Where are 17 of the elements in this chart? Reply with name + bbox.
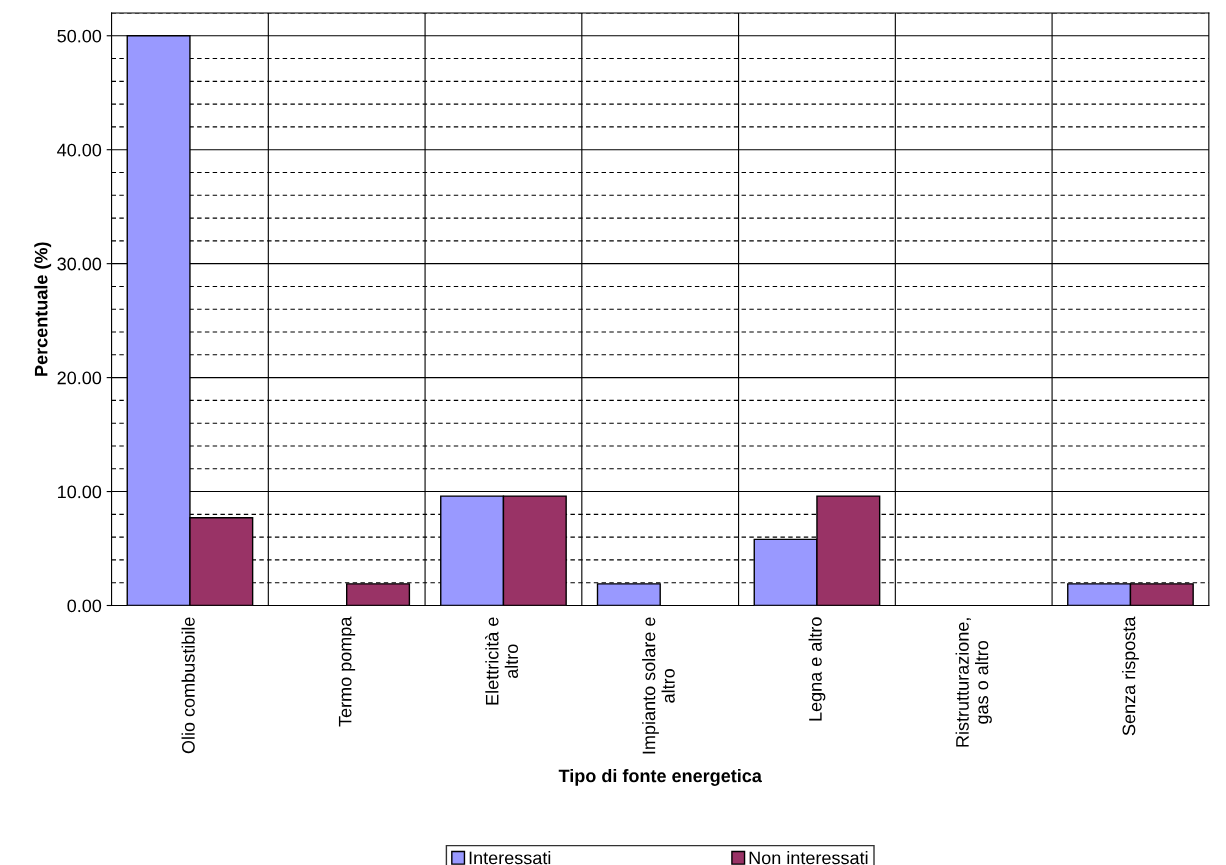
y-tick-label: 30.00 <box>57 257 102 271</box>
x-tick-label: Olio combustibile <box>181 617 195 754</box>
y-tick-label: 0.00 <box>67 599 102 613</box>
x-tick-label: Elettricità e altro <box>485 617 519 705</box>
y-axis-title: Percentuale (%) <box>34 242 52 376</box>
y-tick-label: 40.00 <box>57 143 102 157</box>
y-tick-label: 20.00 <box>57 371 102 385</box>
x-tick-label: Termo pompa <box>338 616 356 727</box>
x-tick-label: Impianto solare e altro <box>642 617 675 754</box>
x-axis-title: Tipo di fonte energetica <box>558 768 762 786</box>
x-tick-label: Senza risposta <box>1122 616 1139 736</box>
legend-label: Non interessati <box>749 851 868 865</box>
x-tick-label: Legna e altro <box>808 617 826 721</box>
y-tick-label: 10.00 <box>58 485 102 499</box>
legend-label: Interessati <box>469 851 551 865</box>
x-tick-label: Ristrutturazione, gas o altro <box>955 618 992 747</box>
y-tick-label: 50.00 <box>57 29 102 43</box>
